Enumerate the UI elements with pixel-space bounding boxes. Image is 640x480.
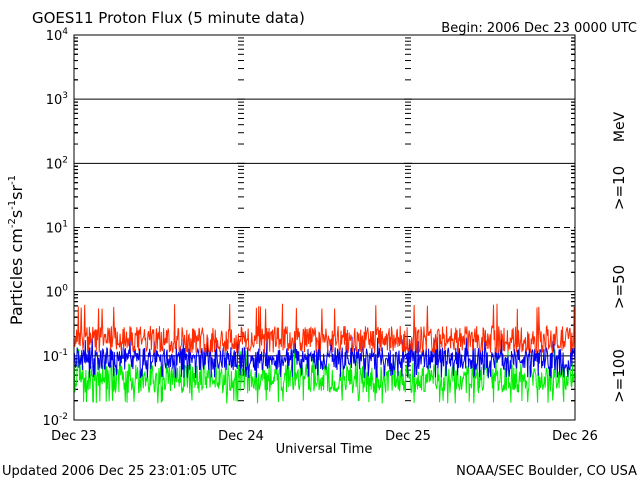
y-tick-label: 100 <box>46 284 69 301</box>
x-tick-label: Dec 25 <box>385 429 431 444</box>
y-axis-label: Particles cm-2s-1sr-1 <box>7 175 26 325</box>
series-layer <box>73 303 576 404</box>
chart-title: GOES11 Proton Flux (5 minute data) <box>32 9 305 27</box>
x-tick-label: Dec 23 <box>51 429 97 444</box>
legend-ge10: >=10 <box>610 166 628 210</box>
footer-credit: NOAA/SEC Boulder, CO USA <box>456 464 637 479</box>
unit-label: MeV <box>612 111 628 142</box>
x-tick-labels: Dec 23 Dec 24 Dec 25 Dec 26 <box>51 429 598 444</box>
legend-ge50: >=50 <box>610 265 628 309</box>
y-tick-label: 10-1 <box>42 348 68 365</box>
x-tick-label: Dec 26 <box>552 429 598 444</box>
series-line-0 <box>73 303 576 355</box>
series-line-2 <box>73 348 576 404</box>
x-axis-label: Universal Time <box>276 442 373 457</box>
series-line-1 <box>73 336 576 379</box>
begin-label: Begin: 2006 Dec 23 0000 UTC <box>441 21 637 36</box>
legend-ge100: >=100 <box>610 349 628 403</box>
y-tick-label: 104 <box>46 27 69 44</box>
y-tick-label: 103 <box>46 91 68 108</box>
x-tick-label: Dec 24 <box>218 429 264 444</box>
y-tick-labels: 10-2 10-1 100 101 102 103 104 <box>42 27 68 429</box>
y-tick-label: 101 <box>46 220 68 237</box>
plot-frame <box>73 34 576 421</box>
y-tick-label: 10-2 <box>42 412 68 429</box>
footer-updated: Updated 2006 Dec 25 23:01:05 UTC <box>2 464 237 479</box>
y-tick-label: 102 <box>46 155 68 172</box>
